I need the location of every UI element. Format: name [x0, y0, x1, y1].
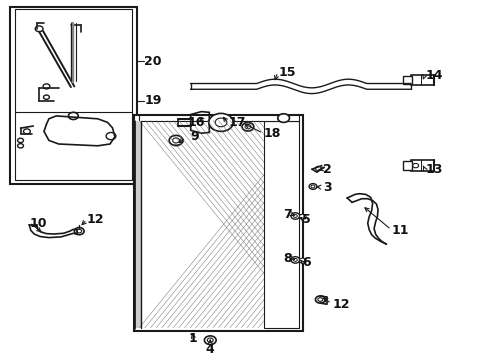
Text: 12: 12 [87, 213, 104, 226]
Bar [403, 161, 411, 170]
Circle shape [308, 184, 316, 189]
Bar [134, 115, 303, 331]
Text: 18: 18 [264, 127, 281, 140]
Circle shape [68, 112, 78, 120]
Circle shape [204, 336, 216, 345]
Circle shape [207, 338, 213, 342]
Circle shape [23, 129, 30, 134]
Circle shape [315, 166, 321, 171]
Bar [134, 121, 141, 328]
Circle shape [315, 296, 325, 303]
Circle shape [43, 84, 50, 89]
Circle shape [18, 138, 23, 143]
Text: 4: 4 [205, 343, 214, 356]
Text: 12: 12 [332, 298, 349, 311]
Circle shape [169, 135, 183, 145]
Text: 16: 16 [187, 116, 205, 129]
Circle shape [299, 258, 305, 263]
Circle shape [43, 95, 49, 99]
Text: 19: 19 [144, 94, 162, 107]
Circle shape [208, 113, 233, 131]
Circle shape [18, 144, 23, 148]
Bar [139, 115, 299, 121]
Bar [15, 9, 132, 180]
Text: 7: 7 [282, 208, 291, 221]
Bar [410, 75, 433, 85]
Text: 1: 1 [188, 332, 197, 345]
Text: 15: 15 [278, 66, 296, 78]
Circle shape [244, 125, 250, 129]
Bar [410, 160, 433, 171]
Text: 3: 3 [322, 181, 331, 194]
Text: 13: 13 [425, 163, 442, 176]
Circle shape [317, 298, 322, 301]
Circle shape [242, 122, 253, 131]
Text: 10: 10 [29, 217, 47, 230]
Circle shape [290, 213, 299, 219]
Circle shape [310, 185, 314, 188]
Text: 20: 20 [144, 55, 162, 68]
Text: 6: 6 [302, 256, 310, 269]
Circle shape [277, 114, 289, 122]
Circle shape [172, 138, 179, 143]
Bar [403, 76, 411, 84]
Circle shape [290, 257, 299, 263]
Circle shape [215, 118, 226, 127]
Text: 2: 2 [322, 163, 331, 176]
Circle shape [77, 229, 81, 233]
Text: 14: 14 [425, 69, 442, 82]
Circle shape [412, 163, 418, 168]
Text: 5: 5 [302, 213, 310, 226]
Circle shape [299, 214, 305, 219]
Text: 11: 11 [390, 224, 408, 237]
Text: 8: 8 [282, 252, 291, 265]
Bar [10, 7, 137, 184]
Circle shape [293, 258, 297, 261]
Text: 9: 9 [190, 130, 199, 143]
Circle shape [35, 26, 43, 32]
Bar [264, 121, 299, 328]
Circle shape [74, 228, 84, 235]
Circle shape [293, 215, 297, 217]
Text: 17: 17 [228, 116, 246, 129]
Circle shape [106, 132, 116, 140]
